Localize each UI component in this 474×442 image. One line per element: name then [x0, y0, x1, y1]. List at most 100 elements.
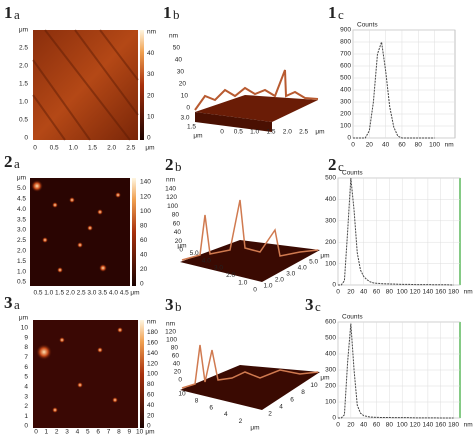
- scale-label: 0: [147, 135, 151, 142]
- plot-area: [337, 177, 461, 286]
- y-tick-label: 100: [325, 260, 336, 267]
- y-tick-label: μm: [19, 315, 28, 322]
- x-tick-label: 7: [107, 429, 111, 436]
- y-tick-label: 300: [340, 99, 351, 106]
- y-tick-label: 0: [253, 287, 257, 294]
- x-tick-label: 140: [422, 422, 433, 429]
- panel-letter: a: [14, 156, 20, 171]
- x-tick-label: 20: [347, 422, 355, 429]
- x-tick-label: 60: [373, 422, 381, 429]
- x-tick-label: 1.0: [69, 145, 78, 152]
- panel-number: 1: [4, 3, 13, 22]
- z-tick-label: 120: [166, 194, 177, 201]
- x-tick-label: 4: [279, 404, 283, 411]
- x-tick-label: 160: [435, 422, 446, 429]
- scale-label: 30: [147, 71, 155, 78]
- y-tick-label: 6: [24, 364, 28, 371]
- x-tick-label: 0: [351, 142, 355, 149]
- y-axis-label: Counts: [342, 170, 363, 177]
- y-axis-label: Counts: [342, 314, 363, 321]
- scale-label: 100: [147, 371, 158, 378]
- x-tick-label: 1.5: [88, 145, 97, 152]
- x-tick-label: 120: [410, 289, 421, 296]
- x-tick-label: 4.0: [298, 265, 307, 272]
- panel-letter: b: [175, 299, 182, 314]
- y-tick-label: 6: [209, 404, 213, 411]
- x-tick-label: 2.5: [126, 145, 135, 152]
- y-tick-label: 0.5: [19, 117, 28, 124]
- y-tick-label: 1.0: [17, 268, 26, 275]
- panel-letter: b: [175, 159, 182, 174]
- x-axis-label: nm: [464, 422, 473, 429]
- y-tick-label: μm: [177, 243, 186, 250]
- y-tick-label: 500: [340, 75, 351, 82]
- y-tick-label: 100: [340, 123, 351, 130]
- x-tick-label: 4: [76, 429, 80, 436]
- y-tick-label: μm: [19, 27, 28, 34]
- scale-label: 180: [147, 329, 158, 336]
- y-tick-label: 600: [325, 319, 336, 326]
- y-tick-label: 0: [24, 423, 28, 430]
- z-tick-label: 0: [179, 247, 183, 254]
- z-tick-label: 20: [174, 369, 182, 376]
- y-tick-label: 5: [24, 374, 28, 381]
- y-tick-label: 7: [24, 354, 28, 361]
- y-tick-label: 5.0: [17, 185, 26, 192]
- y-tick-label: 2.5: [19, 45, 28, 52]
- y-tick-label: 8: [195, 398, 199, 405]
- y-tick-label: 1.0: [19, 99, 28, 106]
- particles: [31, 180, 121, 273]
- particles: [36, 327, 123, 413]
- histogram-line: [353, 41, 435, 139]
- scale-label: nm: [147, 319, 156, 326]
- y-tick-label: 1.5: [19, 81, 28, 88]
- x-tick-label: 6: [96, 429, 100, 436]
- scale-label: 20: [140, 266, 148, 273]
- x-tick-label: 1.0: [44, 290, 53, 297]
- y-tick-label: 4.0: [17, 206, 26, 213]
- color-bar: [132, 178, 136, 286]
- x-tick-label: 2: [55, 429, 59, 436]
- panel-number: 2: [328, 155, 337, 174]
- y-tick-label: 4.5: [17, 196, 26, 203]
- x-tick-label: 80: [386, 422, 394, 429]
- y-tick-label: 10: [21, 325, 29, 332]
- x-tick-label: 0.5: [33, 290, 42, 297]
- scale-label: 120: [147, 360, 158, 367]
- y-tick-label: 300: [325, 367, 336, 374]
- y-tick-label: 4: [224, 411, 228, 418]
- x-tick-label: μm: [320, 375, 329, 382]
- x-tick-label: 3.0: [87, 290, 96, 297]
- x-tick-label: 2.5: [77, 290, 86, 297]
- z-tick-label: 100: [167, 203, 178, 210]
- x-tick-label: 20: [347, 289, 355, 296]
- panel-number: 3: [165, 295, 174, 314]
- x-tick-label: 60: [373, 289, 381, 296]
- panel-number: 2: [165, 155, 174, 174]
- y-tick-label: μm: [250, 425, 259, 432]
- x-tick-label: 4.5: [120, 290, 129, 297]
- x-tick-label: 1.5: [266, 129, 275, 136]
- x-tick-label: 10: [310, 382, 318, 389]
- panel-letter: c: [315, 299, 321, 314]
- panel-number: 3: [4, 293, 13, 312]
- z-tick-label: 100: [166, 337, 177, 344]
- z-tick-label: 60: [173, 220, 181, 227]
- y-tick-label: μm: [17, 175, 26, 182]
- x-tick-label: 100: [429, 142, 440, 149]
- histogram-line: [338, 177, 454, 286]
- x-tick-label: μm: [130, 290, 139, 297]
- x-tick-label: 1.5: [55, 290, 64, 297]
- panel-letter: a: [14, 7, 20, 22]
- scale-label: 80: [140, 222, 148, 229]
- z-tick-label: 20: [179, 81, 187, 88]
- y-tick-label: 2.0: [17, 248, 26, 255]
- x-tick-label: 6: [290, 396, 294, 403]
- x-tick-label: 100: [397, 422, 408, 429]
- x-tick-label: 60: [398, 142, 406, 149]
- x-tick-label: 1.0: [250, 129, 259, 136]
- y-axis-label: Counts: [357, 22, 378, 29]
- y-tick-label: 500: [325, 175, 336, 182]
- scale-label: 100: [140, 208, 151, 215]
